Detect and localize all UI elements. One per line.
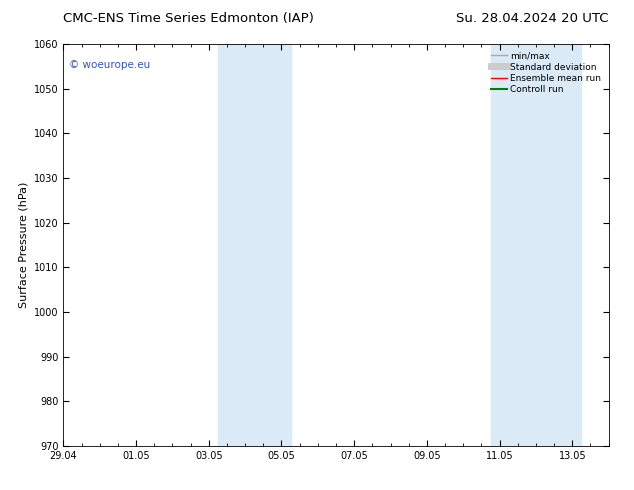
Text: Su. 28.04.2024 20 UTC: Su. 28.04.2024 20 UTC: [456, 12, 609, 25]
Bar: [491, 44, 581, 446]
Text: CMC-ENS Time Series Edmonton (IAP): CMC-ENS Time Series Edmonton (IAP): [63, 12, 314, 25]
Legend: min/max, Standard deviation, Ensemble mean run, Controll run: min/max, Standard deviation, Ensemble me…: [488, 49, 604, 97]
Text: © woeurope.eu: © woeurope.eu: [69, 60, 150, 70]
Y-axis label: Surface Pressure (hPa): Surface Pressure (hPa): [18, 182, 29, 308]
Bar: [218, 44, 290, 446]
